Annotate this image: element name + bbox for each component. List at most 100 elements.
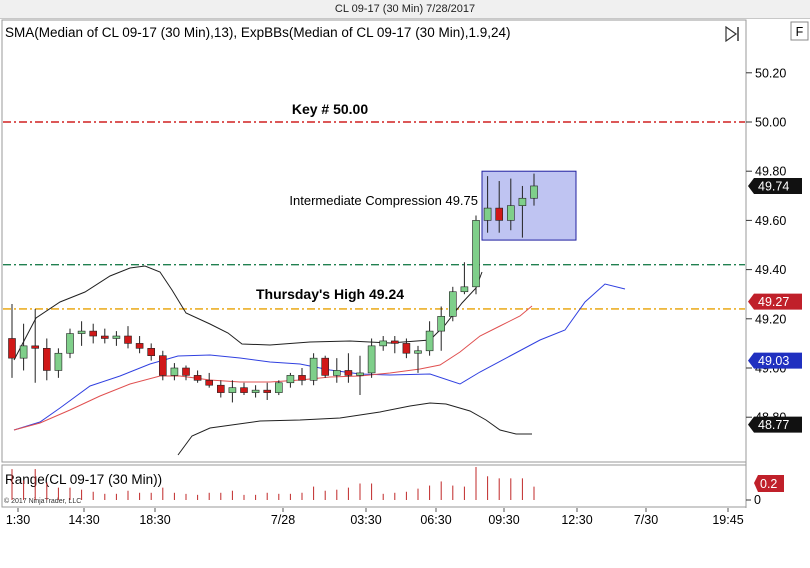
candle (263, 382, 272, 400)
y-tick-label: 49.60 (755, 214, 786, 228)
candle-body (344, 370, 353, 376)
candle (159, 350, 167, 381)
f-button[interactable]: F (790, 21, 809, 41)
candle-body (77, 330, 86, 334)
price-tag-shape (748, 177, 802, 194)
candle (530, 173, 538, 206)
candle (77, 321, 86, 346)
candle-body (518, 197, 527, 206)
candle-body (135, 343, 144, 349)
candle (66, 328, 74, 359)
candle (251, 385, 260, 398)
price-tag: 48.77 (748, 416, 802, 433)
candle (414, 345, 422, 373)
candle (54, 348, 63, 378)
x-tick-label: 7/28 (271, 513, 295, 527)
candle-body (483, 207, 492, 221)
candle-body (506, 205, 515, 221)
candle-body (414, 350, 422, 354)
candle (356, 355, 364, 396)
candle (135, 336, 144, 354)
y-tick-label: 50.00 (755, 116, 786, 130)
candle-body (356, 372, 364, 376)
candle (42, 338, 51, 381)
candle-body (251, 389, 260, 393)
candle (506, 178, 515, 231)
candle (31, 308, 40, 383)
candle-body (8, 338, 16, 359)
bollinger-mid-line (13, 283, 626, 431)
candle (274, 380, 283, 396)
candle (437, 306, 446, 351)
candle-body (298, 375, 306, 381)
x-axis-ticks: 1:30 14:30 18:30 7/28 03:30 06:30 09:30 12:30 7/… (6, 508, 744, 527)
play-bar-icon[interactable] (725, 25, 739, 43)
copyright-label: © 2017 NinjaTrader, LLC (4, 497, 81, 505)
key-level-label: Key # 50.00 (292, 101, 368, 117)
compression-box[interactable] (481, 170, 577, 241)
y-tick-label: 49.80 (755, 165, 786, 179)
candle-body (205, 379, 213, 386)
price-tag: 49.03 (748, 352, 802, 369)
candle (402, 338, 411, 359)
price-panel (1, 19, 747, 463)
candle (448, 286, 457, 322)
candle-body (263, 389, 272, 393)
candle-body (402, 343, 411, 354)
y-tick-label: 50.20 (755, 66, 786, 80)
price-tag-label: 49.03 (758, 354, 789, 368)
candle-body (472, 220, 480, 288)
candle-body (367, 345, 376, 374)
candle-body (66, 333, 74, 354)
candle-body (286, 375, 295, 384)
candle (495, 181, 504, 233)
x-tick-label: 09:30 (488, 513, 519, 527)
y-tick-label: 49.40 (755, 263, 786, 277)
candle (89, 323, 97, 344)
compression-label: Intermediate Compression 49.75 (289, 193, 478, 208)
candle-body (240, 387, 248, 393)
candle-body (31, 345, 40, 349)
candle (240, 382, 248, 396)
candle (472, 215, 480, 295)
candle-body (321, 357, 330, 376)
candle (147, 343, 155, 361)
candle-body (147, 348, 155, 357)
candle-body (217, 384, 225, 393)
x-tick-label: 12:30 (561, 513, 592, 527)
candle (217, 380, 225, 398)
x-tick-label: 1:30 (6, 513, 30, 527)
candle (460, 262, 469, 295)
candle (425, 321, 434, 356)
x-tick-label: 7/30 (634, 513, 658, 527)
candle-body (530, 185, 538, 199)
candle (182, 365, 190, 381)
price-tag-shape (748, 416, 802, 433)
candle-body (124, 335, 132, 344)
candle (101, 328, 109, 344)
candle (170, 363, 179, 381)
candle (321, 355, 330, 378)
candle-body (42, 348, 51, 371)
candle-body (379, 340, 388, 347)
range-panel (1, 464, 747, 508)
range-zero-tick: 0 (754, 493, 761, 507)
candle-body (437, 316, 446, 332)
range-value-text: 0.2 (760, 477, 777, 491)
candle-body (101, 335, 109, 339)
x-tick-label: 18:30 (139, 513, 170, 527)
candle-body (170, 367, 179, 376)
range-bars (11, 467, 535, 500)
f-button-label: F (796, 25, 804, 39)
candle (8, 304, 16, 378)
range-title: Range(CL 09-17 (30 Min)) (5, 472, 162, 487)
candle-body (390, 340, 399, 344)
candle (193, 370, 202, 383)
candle (298, 368, 306, 386)
candle (518, 185, 527, 238)
x-tick-label: 19:45 (712, 513, 743, 527)
candle-body (193, 375, 202, 381)
price-tags: 49.74 49.27 49.03 48.77 (748, 177, 802, 433)
